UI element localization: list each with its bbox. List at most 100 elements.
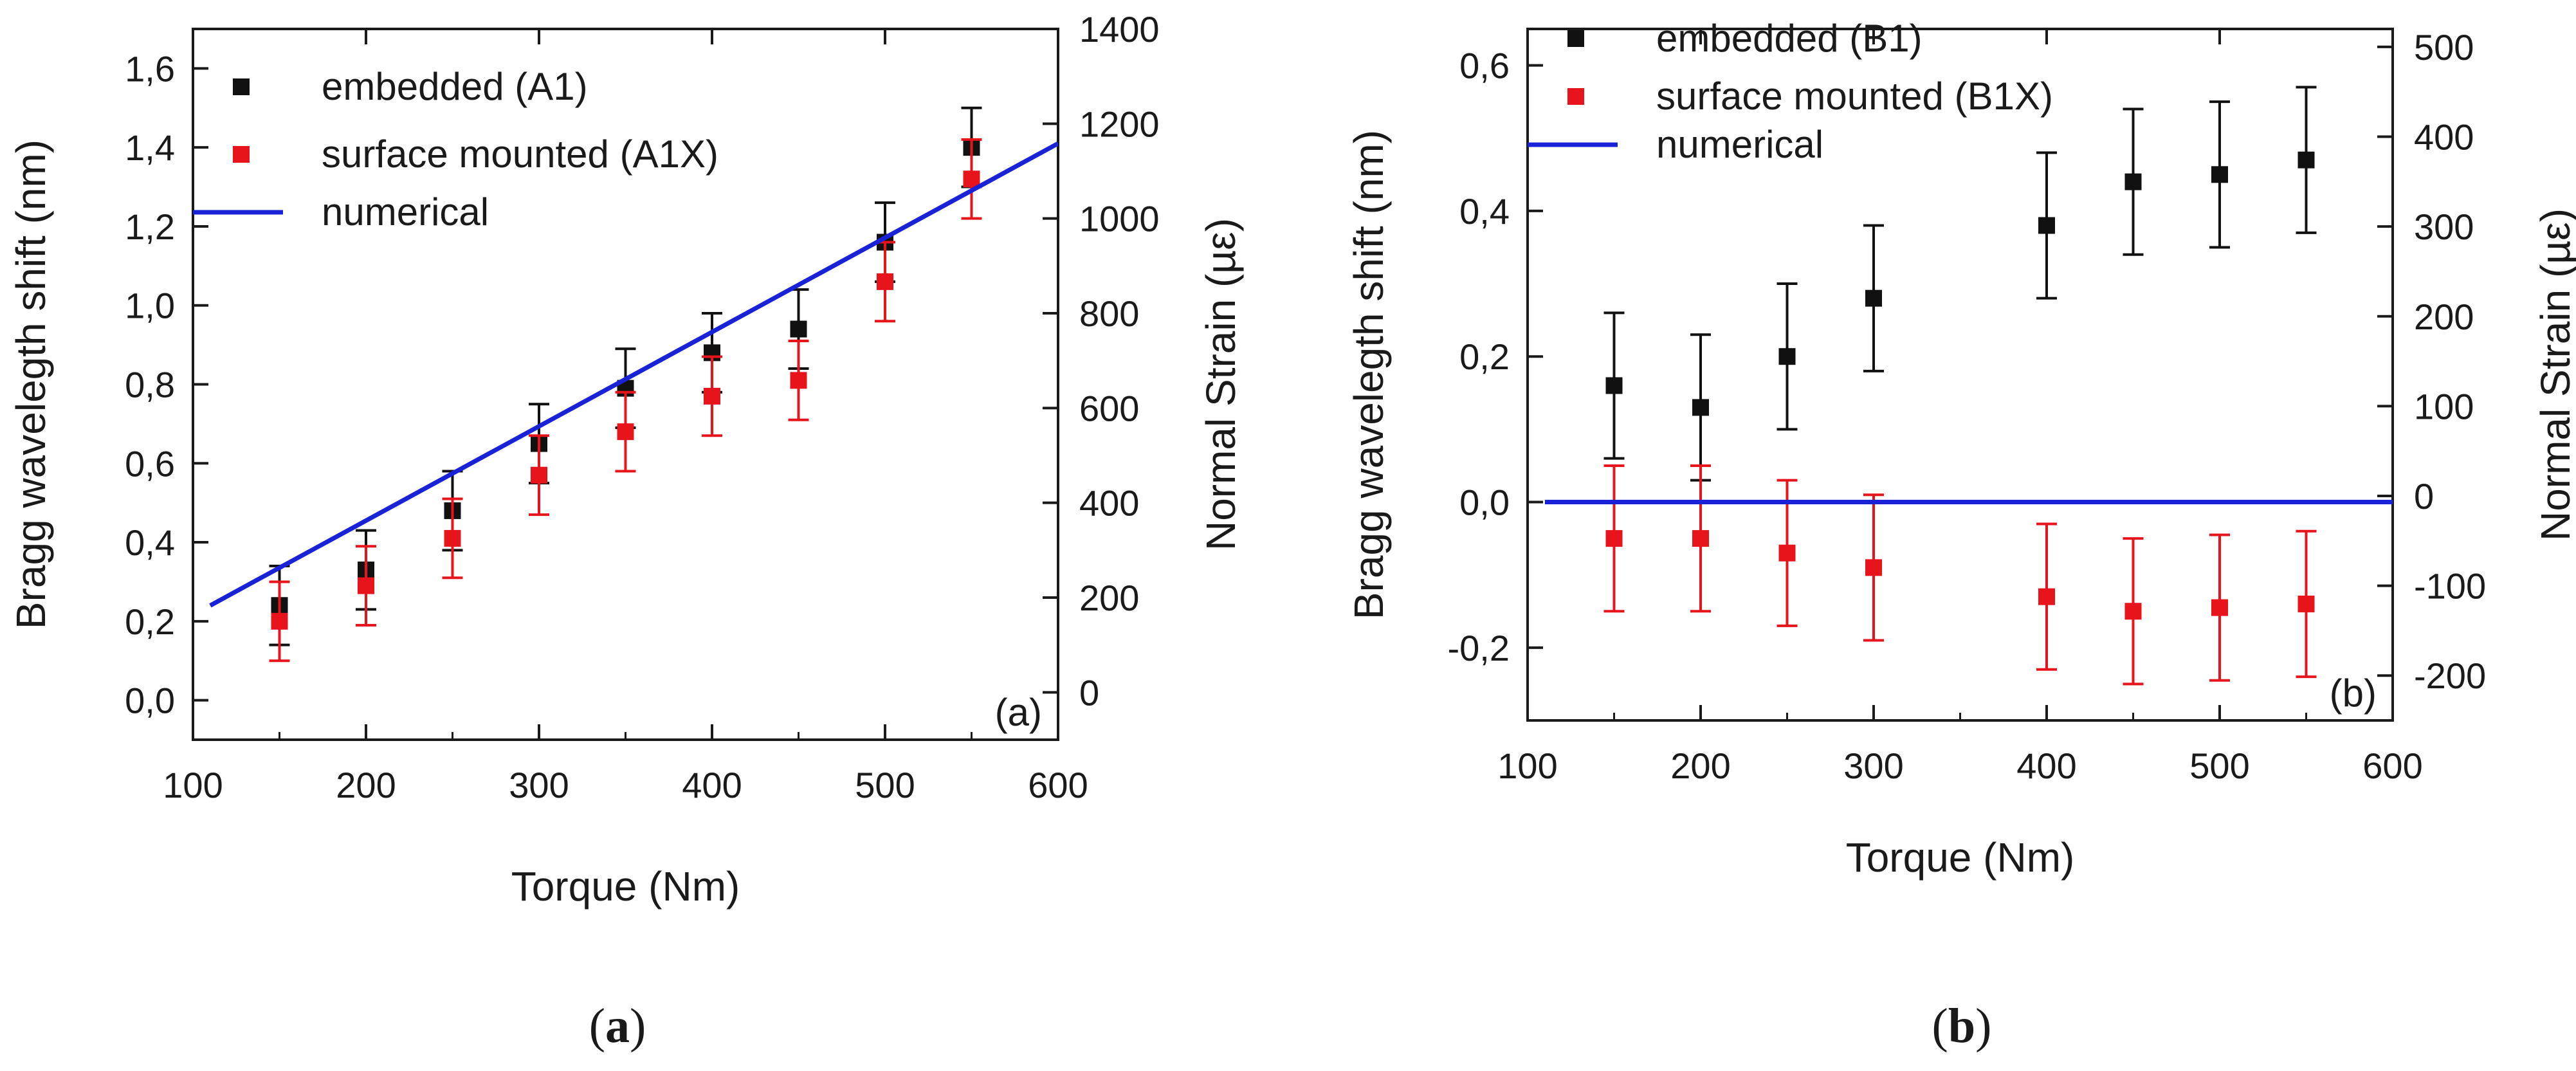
y2-tick-label: 0 [2414,476,2434,517]
data-point [617,423,634,441]
data-point [2038,217,2055,234]
data-point [1865,289,1882,307]
legend-marker [1567,30,1584,47]
y-tick-label: 1,6 [125,48,175,89]
data-point [271,612,288,630]
y-tick-label: 0,0 [125,681,175,721]
legend-marker [233,146,250,163]
caption-letter: b [1948,999,1975,1053]
caption-paren: ) [630,999,646,1053]
data-point [2211,599,2228,616]
panel-caption: (a) [589,999,646,1053]
panel-tag: (b) [2330,672,2377,715]
x-tick-label: 100 [1497,746,1557,786]
series-2 [209,141,1058,608]
chart-panel-b: 100 200 300 400 500 600 -0,2 0,0 0,2 0,4 0,6 -200 -1… [1346,17,2576,1053]
chart-panel-a: 100 200 300 400 500 600 0,0 0,2 0,4 0,6 0,8 1,0 1,2 1… [8,9,1244,1053]
y-tick-label: 0,0 [1459,482,1510,523]
legend-label: embedded (A1) [322,65,588,108]
y2-tick-label: 400 [2414,117,2474,158]
data-point [963,170,980,188]
x-axis-title: Torque (Nm) [511,863,740,910]
y2-tick-label: 200 [1079,578,1139,618]
x-tick-label: 300 [509,765,569,805]
data-point [704,387,720,405]
data-point [2038,588,2055,605]
y2-tick-label: 800 [1079,293,1139,334]
data-point [2124,603,2142,620]
y-tick-label: 1,4 [125,127,175,168]
x-tick-label: 500 [2189,746,2249,786]
legend-label: surface mounted (B1X) [1656,75,2053,118]
y2-tick-label: 100 [2414,386,2474,426]
x-tick-label: 300 [1843,746,1903,786]
y-tick-label: 1,0 [125,286,175,326]
y-axis-title: Bragg wavelegth shift (nm) [8,140,54,629]
panel-caption: (b) [1932,999,1992,1053]
y2-tick-label: 0 [1079,672,1099,713]
x-axis-title: Torque (Nm) [1846,834,2075,881]
y2-axis-title: Normal Strain (µε) [1198,218,1244,551]
data-point [1865,559,1882,576]
legend: embedded (B1) surface mounted (B1X) numeri… [1528,17,2053,166]
y2-axis-title: Normal Strain (µε) [2532,208,2576,541]
data-point [1778,544,1796,562]
y-tick-label: 0,6 [125,443,175,484]
x-tick-label: 400 [682,765,742,805]
series-0 [1603,86,2317,482]
caption-paren: ) [1975,999,1991,1053]
caption-paren: ( [589,999,605,1053]
data-point [358,577,374,594]
y-tick-label: 0,2 [125,601,175,642]
y2-tick-label: 200 [2414,297,2474,337]
series-1 [269,138,982,663]
x-tick-label: 200 [1670,746,1730,786]
plot-area [1544,86,2393,686]
data-point [531,466,547,484]
legend-label: surface mounted (A1X) [322,133,718,176]
y-tick-label: 0,6 [1459,46,1510,86]
y-tick-label: 0,4 [125,522,175,563]
data-point [2297,595,2315,612]
y2-tick-label: 300 [2414,206,2474,247]
data-point [877,273,893,290]
caption-letter: a [605,999,630,1053]
data-point [2297,151,2315,169]
x-tick-label: 100 [163,765,223,805]
data-point [1605,377,1623,394]
y-tick-label: 0,8 [125,365,175,405]
legend-label: numerical [322,190,489,233]
legend-marker [233,78,250,95]
y2-tick-label: 400 [1079,483,1139,524]
x-tick-label: 400 [2016,746,2076,786]
legend-marker [1567,88,1584,105]
legend-label: numerical [1656,123,1823,166]
data-point [790,320,807,338]
numerical-line [209,141,1058,608]
y2-tick-label: 600 [1079,388,1139,428]
y2-tick-label: 1200 [1079,104,1160,144]
series-1 [1603,464,2317,686]
x-tick-label: 200 [336,765,396,805]
y-tick-label: 0,2 [1459,336,1510,377]
x-tick-label: 600 [1028,765,1088,805]
legend-label: embedded (B1) [1656,17,1923,60]
y2-tick-label: -100 [2414,566,2486,607]
y2-tick-label: 1000 [1079,199,1160,239]
x-tick-label: 500 [855,765,915,805]
y-axis-title: Bragg wavelegth shift (nm) [1346,130,1392,619]
y-tick-label: 1,2 [125,206,175,247]
data-point [1778,348,1796,365]
y2-tick-label: 1400 [1079,9,1160,50]
data-point [790,372,807,389]
data-point [1605,530,1623,547]
plot-area [209,106,1058,663]
y2-tick-label: 500 [2414,27,2474,68]
y2-tick-label: -200 [2414,655,2486,696]
data-point [2211,166,2228,183]
series-0 [269,106,982,646]
data-point [444,529,461,547]
data-point [2124,173,2142,190]
data-point [1692,399,1709,416]
